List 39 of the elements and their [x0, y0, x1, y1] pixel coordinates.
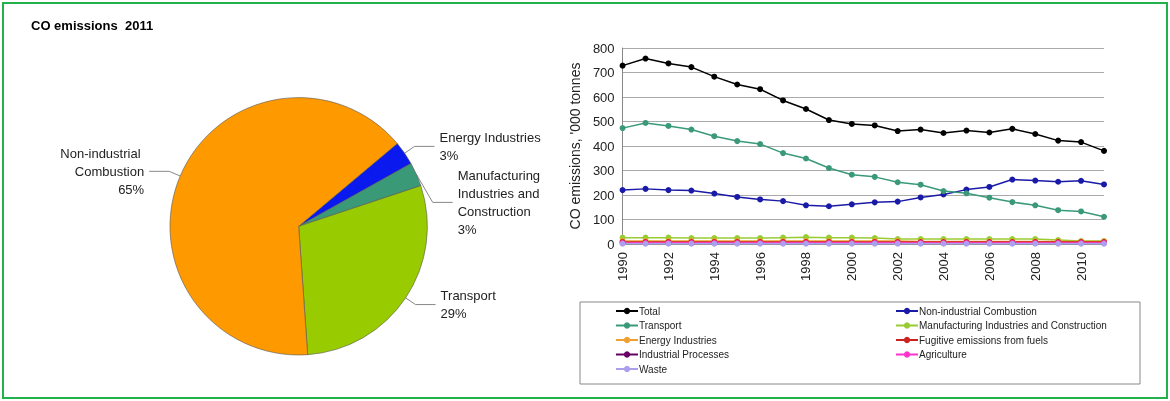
legend-label: Manufacturing Industries and Construction: [919, 320, 1107, 331]
y-tick-label: 100: [592, 212, 615, 227]
x-tick-label: 1996: [752, 252, 768, 281]
chart-title: CO emissions 2011: [31, 18, 154, 33]
legend-label: Agriculture: [919, 349, 968, 360]
y-axis-title: CO emissions, '000 tonnes: [567, 62, 583, 230]
legend-label: Total: [639, 305, 661, 317]
y-tick-label: 800: [592, 40, 615, 56]
x-tick-label: 1992: [660, 252, 676, 281]
data-label: 29%: [440, 306, 468, 322]
x-tick-label: 1990: [615, 252, 631, 281]
x-tick-label: 2008: [1027, 252, 1043, 281]
x-tick-label: 2010: [1073, 252, 1089, 281]
y-tick-label: 700: [592, 65, 615, 80]
x-tick-label: 2004: [936, 252, 952, 281]
data-label: 65%: [118, 181, 145, 197]
slice-label: Manufacturing Industries and Construction: [457, 167, 544, 219]
x-tick-label: 1998: [798, 252, 814, 281]
slice-label: Energy Industries: [439, 129, 542, 145]
x-tick-label: 1994: [706, 252, 722, 281]
legend-label: Fugitive emissions from fuels: [919, 334, 1048, 346]
y-tick-label: 300: [592, 163, 615, 178]
slice-label: Transport: [440, 288, 497, 304]
x-tick-label: 2006: [981, 252, 997, 281]
y-tick-label: 500: [592, 114, 615, 129]
legend-label: Non-industrial Combustion: [919, 305, 1037, 317]
y-tick-label: 200: [592, 187, 615, 203]
y-tick-label: 0: [607, 236, 615, 252]
legend-label: Transport: [639, 320, 682, 331]
x-tick-label: 2002: [890, 252, 906, 281]
x-tick-label: 2000: [844, 252, 860, 281]
y-tick-label: 600: [592, 89, 615, 105]
data-label: 3%: [457, 221, 477, 237]
legend-label: Industrial Processes: [639, 349, 730, 360]
legend-label: Energy Industries: [639, 334, 717, 346]
y-tick-label: 400: [592, 138, 615, 154]
legend-label: Waste: [639, 363, 668, 375]
data-label: 3%: [439, 147, 459, 163]
slice-label: Non-industrial Combustion: [60, 145, 145, 179]
